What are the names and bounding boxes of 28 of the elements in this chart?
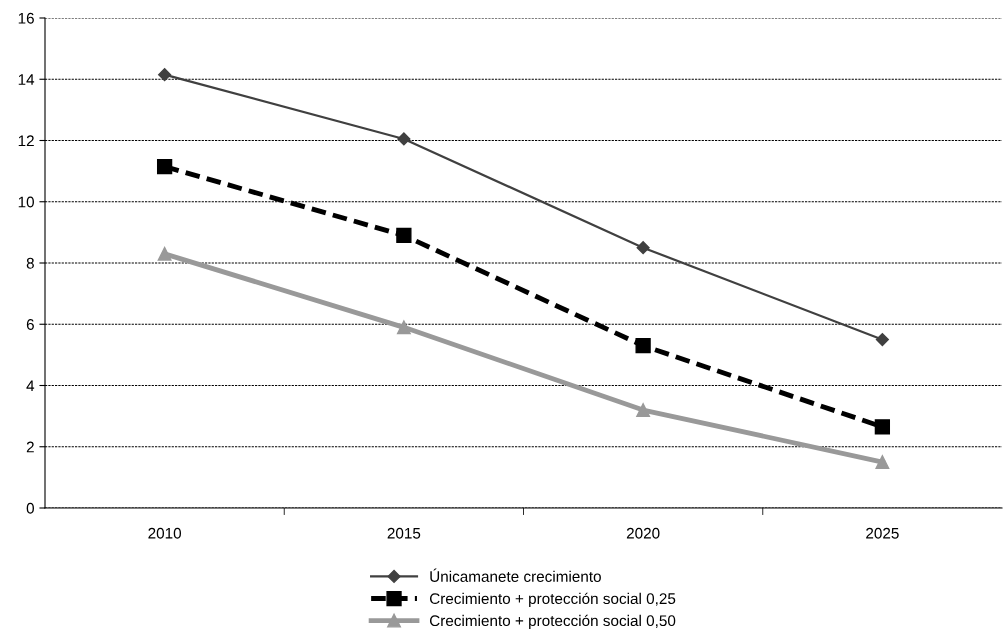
x-tick-label: 2015	[387, 527, 421, 539]
point	[874, 419, 891, 435]
y-tick-label: 14	[18, 74, 35, 85]
point	[156, 158, 173, 175]
legend-label: Crecimiento + protección social 0,25	[429, 592, 676, 608]
y-tick-label: 10	[18, 196, 34, 208]
y-tick-label: 6	[26, 319, 34, 330]
point	[157, 246, 172, 261]
y-tick-label: 2	[26, 441, 34, 453]
point	[636, 403, 651, 417]
y-tick-label: 16	[18, 12, 34, 24]
point	[396, 320, 411, 335]
point	[397, 132, 411, 146]
y-tick-label: 0	[26, 502, 34, 514]
point	[396, 227, 412, 244]
y-tick-label: 12	[18, 135, 34, 147]
point	[636, 241, 650, 255]
point	[158, 68, 172, 82]
point	[875, 455, 890, 470]
point	[635, 338, 651, 354]
x-tick-label: 2020	[626, 527, 660, 539]
legend-label: Crecimiento + protección social 0,50	[429, 614, 676, 630]
y-tick-label: 8	[26, 257, 34, 269]
x-tick-label: 2010	[148, 527, 182, 539]
y-tick-label: 4	[26, 380, 35, 392]
point	[875, 332, 889, 347]
legend-label: Únicamanete crecimiento	[430, 568, 601, 582]
x-tick-label: 2025	[866, 527, 899, 539]
